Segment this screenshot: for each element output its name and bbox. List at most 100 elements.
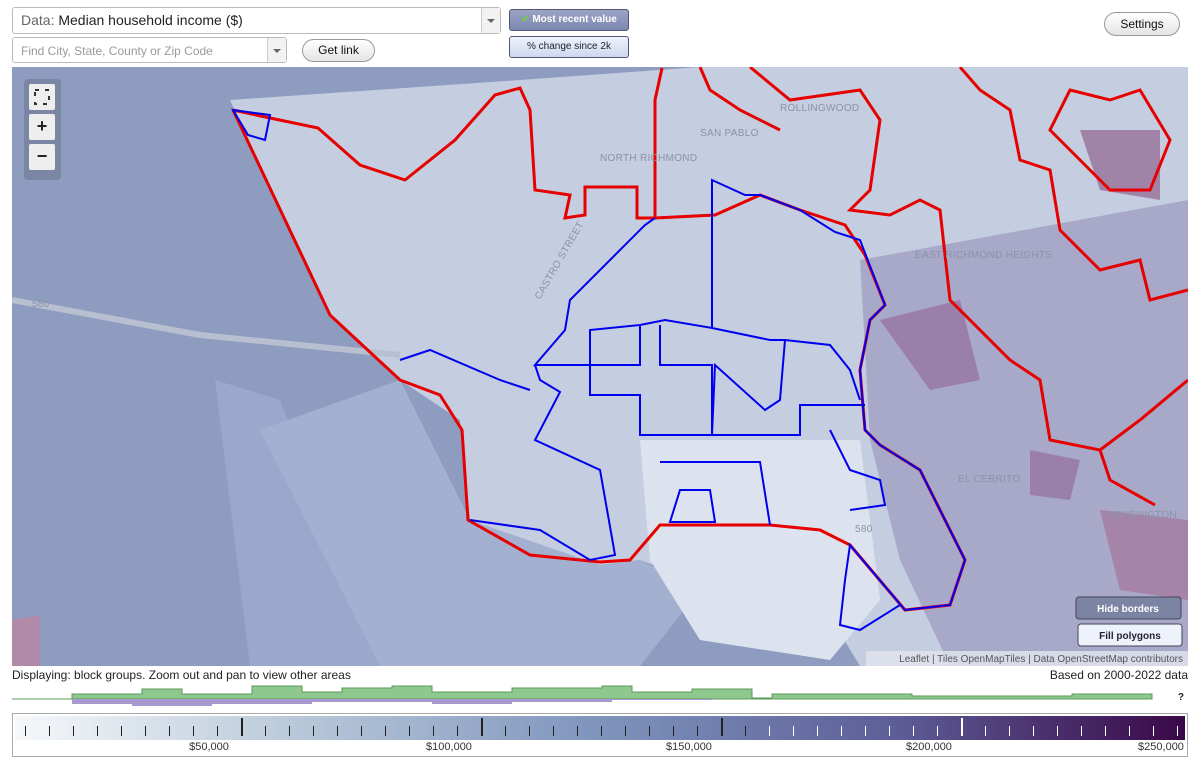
hide-borders-button[interactable] [1075, 596, 1182, 620]
data-select[interactable]: Data: Median household income ($) [12, 7, 501, 34]
zoom-out-label: − [37, 146, 48, 166]
unknown-label: ? [1178, 692, 1184, 703]
legend-tick [313, 726, 314, 736]
place-label: NORTH RICHMOND [600, 153, 697, 164]
legend-label: $200,000 [906, 741, 952, 753]
check-icon: ✔ [521, 14, 533, 25]
legend-label: $250,000 [1138, 741, 1184, 753]
highway [12, 297, 401, 358]
legend-tick [889, 726, 890, 736]
legend-tick [793, 726, 794, 736]
legend-label: $50,000 [189, 741, 229, 753]
legend-tick [841, 726, 842, 736]
legend-tick [121, 726, 122, 736]
attribution: Leaflet | Tiles OpenMapTiles | Data Open… [899, 654, 1183, 665]
legend-tick [1057, 726, 1058, 736]
place-label: KENSINGTON [1108, 510, 1177, 521]
legend-tick [169, 726, 170, 736]
legend-tick [937, 726, 938, 736]
legend-tick [241, 718, 243, 736]
high-income-area [12, 615, 40, 666]
legend-tick [553, 726, 554, 736]
legend-tick [961, 718, 963, 736]
most-recent-toggle[interactable]: ✔ Most recent value [509, 9, 629, 31]
place-label: ROLLINGWOOD [780, 103, 859, 114]
legend-tick [25, 726, 26, 736]
legend-tick [505, 726, 506, 736]
legend-tick [1081, 726, 1082, 736]
attribution-box [866, 651, 1188, 666]
legend-tick [601, 726, 602, 736]
map[interactable]: ROLLINGWOOD SAN PABLO NORTH RICHMOND EAS… [12, 67, 1188, 666]
zoom-out-button[interactable] [29, 144, 55, 170]
status-displaying: Displaying: block groups. Zoom out and p… [12, 668, 351, 682]
legend-tick [409, 726, 410, 736]
legend-tick [1009, 726, 1010, 736]
legend-tick [865, 726, 866, 736]
fullscreen-button[interactable] [29, 84, 55, 110]
legend-tick [673, 726, 674, 736]
place-label: SAN PABLO [700, 128, 759, 139]
legend-tick [913, 726, 914, 736]
place-label: EL CERRITO [958, 474, 1020, 485]
search-input[interactable]: Find City, State, County or Zip Code [12, 37, 287, 63]
block-group-borders [231, 108, 967, 632]
legend-tick [649, 726, 650, 736]
data-label: Data: [21, 12, 55, 28]
legend-tick [457, 726, 458, 736]
legend: $50,000 $100,000 $150,000 $200,000 $250,000 [12, 713, 1188, 757]
high-income-area [1030, 450, 1080, 500]
legend-tick [337, 726, 338, 736]
legend-tick [721, 718, 723, 736]
get-link-button[interactable]: Get link [302, 39, 375, 62]
high-income-area [1080, 130, 1160, 200]
legend-tick [1129, 726, 1130, 736]
legend-tick [481, 718, 483, 736]
place-label: EAST RICHMOND HEIGHTS [915, 250, 1052, 261]
legend-label: $100,000 [426, 741, 472, 753]
fill-polygons-label: Fill polygons [1099, 631, 1161, 642]
legend-tick [577, 726, 578, 736]
road-label: 580 [32, 299, 50, 310]
fullscreen-icon [34, 89, 50, 105]
legend-tick [49, 726, 50, 736]
search-arrow [267, 38, 286, 62]
fill-polygons-button[interactable] [1077, 623, 1183, 647]
legend-tick [745, 726, 746, 736]
high-income-area [1100, 510, 1188, 600]
legend-tick [1177, 726, 1178, 736]
legend-tick [985, 726, 986, 736]
road-label: 580 [855, 524, 873, 535]
legend-tick [289, 726, 290, 736]
zoom-in-button[interactable] [29, 114, 55, 140]
settings-button[interactable]: Settings [1104, 12, 1180, 36]
legend-tick [529, 726, 530, 736]
legend-tick [265, 726, 266, 736]
legend-gradient [15, 716, 1185, 740]
legend-tick [817, 726, 818, 736]
legend-tick [1105, 726, 1106, 736]
legend-tick [385, 726, 386, 736]
histogram: ? [12, 685, 1184, 706]
land-light [640, 440, 880, 660]
change-toggle[interactable]: % change since 2k [509, 36, 629, 58]
legend-tick [625, 726, 626, 736]
hide-borders-label: Hide borders [1097, 604, 1159, 615]
search-placeholder: Find City, State, County or Zip Code [21, 44, 213, 58]
most-recent-text: Most recent value [532, 14, 617, 25]
legend-label: $150,000 [666, 741, 712, 753]
legend-tick [433, 726, 434, 736]
legend-tick [193, 726, 194, 736]
legend-tick [1033, 726, 1034, 736]
legend-tick [97, 726, 98, 736]
legend-tick [145, 726, 146, 736]
data-value: Median household income ($) [58, 12, 243, 28]
shipping-lane [215, 380, 380, 666]
legend-tick [1153, 726, 1154, 736]
legend-tick [361, 726, 362, 736]
legend-tick [769, 726, 770, 736]
zoom-in-label: + [37, 116, 48, 136]
histogram-recent [12, 685, 1153, 700]
select-arrow [481, 8, 500, 33]
